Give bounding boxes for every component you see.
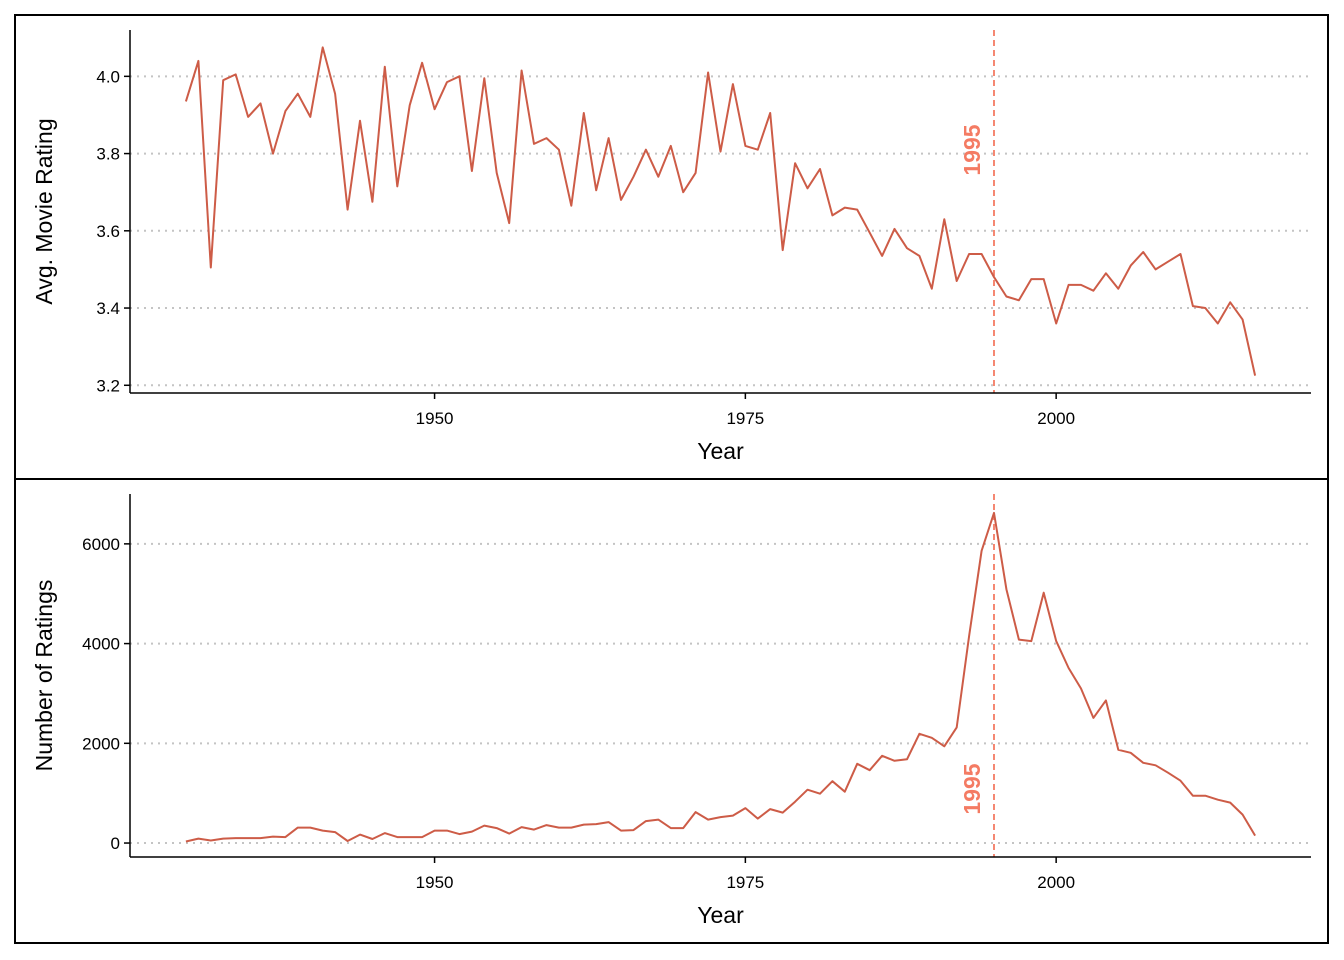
rating-series-line xyxy=(184,46,1257,376)
rating-vline-label: 1995 xyxy=(959,124,985,175)
rating-x-tick-label-2: 2000 xyxy=(1037,409,1075,428)
count-panel-border xyxy=(14,478,1329,944)
count-x-tick-label-1: 1975 xyxy=(726,873,764,892)
count-x-axis-title: Year xyxy=(697,902,744,928)
count-y-ticks: 0 2000 4000 6000 xyxy=(82,535,130,853)
rating-x-ticks: 1950 1975 2000 xyxy=(416,393,1075,428)
rating-y-tick-label-4: 4.0 xyxy=(96,67,120,86)
count-x-ticks: 1950 1975 2000 xyxy=(416,857,1075,892)
rating-y-tick-label-1: 3.4 xyxy=(96,299,120,318)
rating-y-ticks: 3.2 3.4 3.6 3.8 4.0 xyxy=(96,67,130,395)
rating-x-axis-title: Year xyxy=(697,438,744,464)
rating-gridlines xyxy=(130,75,1311,387)
count-x-tick-label-0: 1950 xyxy=(416,873,454,892)
count-gridlines xyxy=(130,542,1311,845)
count-panel: 1995 0 2000 4000 6000 1950 1975 2000 Year Num… xyxy=(14,478,1329,944)
rating-y-axis-title: Avg. Movie Rating xyxy=(31,118,57,304)
rating-y-tick-label-2: 3.6 xyxy=(96,222,120,241)
count-x-tick-label-2: 2000 xyxy=(1037,873,1075,892)
rating-y-tick-label-0: 3.2 xyxy=(96,376,120,395)
rating-x-tick-label-1: 1975 xyxy=(726,409,764,428)
count-y-tick-label-2: 4000 xyxy=(82,635,120,654)
count-y-tick-label-1: 2000 xyxy=(82,734,120,753)
count-y-axis-title: Number of Ratings xyxy=(31,580,57,772)
count-vline-label: 1995 xyxy=(959,763,985,814)
rating-x-tick-label-0: 1950 xyxy=(416,409,454,428)
count-y-tick-label-3: 6000 xyxy=(82,535,120,554)
rating-panel: 1995 3.2 3.4 3.6 3.8 4.0 1950 1975 2000 Year A… xyxy=(14,14,1329,480)
count-y-tick-label-0: 0 xyxy=(111,834,120,853)
count-series-line xyxy=(185,511,1256,843)
rating-y-tick-label-3: 3.8 xyxy=(96,145,120,164)
